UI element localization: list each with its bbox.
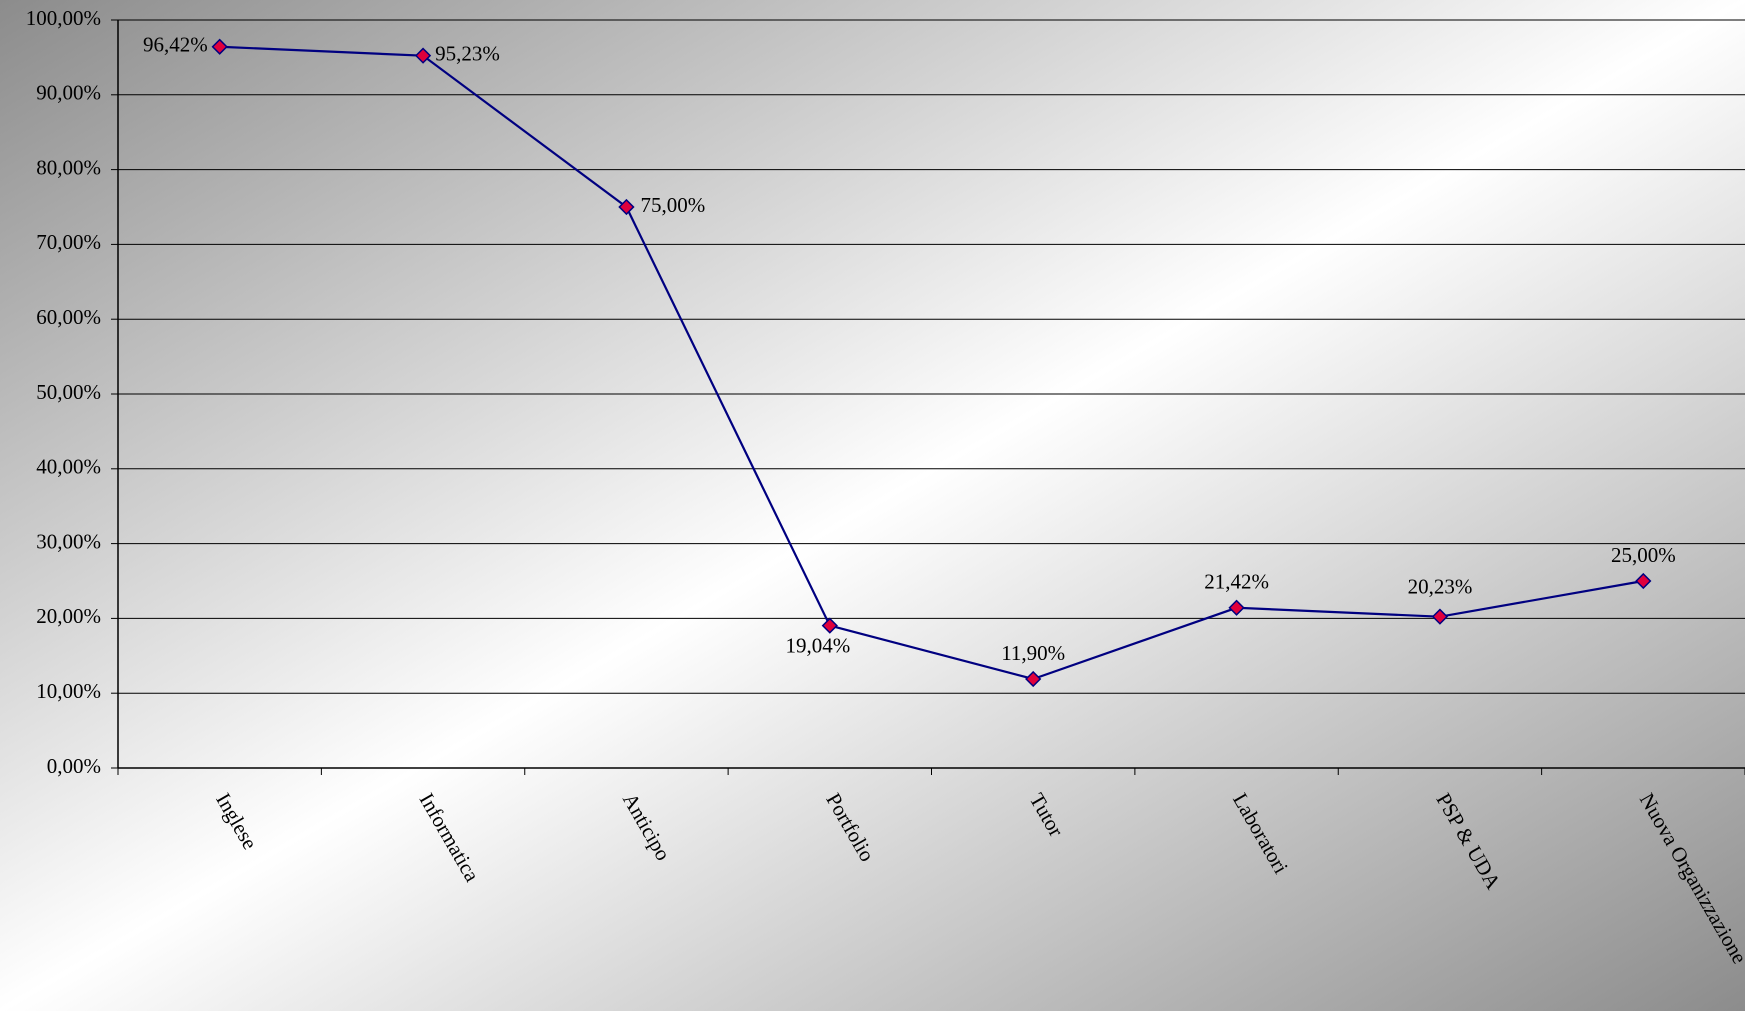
data-label: 20,23% [1408,574,1473,598]
data-label: 75,00% [640,193,705,217]
data-label: 96,42% [143,33,208,57]
data-label: 21,42% [1204,570,1269,594]
y-tick-label: 50,00% [36,380,101,404]
marker [211,38,228,55]
y-tick-label: 60,00% [36,305,101,329]
marker [1431,608,1449,625]
y-tick-label: 80,00% [36,155,101,179]
marker [1025,670,1042,688]
line [219,45,1644,681]
y-tick-label: 20,00% [36,604,101,628]
data-label: 19,04% [785,633,850,657]
data-label: 25,00% [1611,543,1676,567]
y-tick-label: 40,00% [36,455,101,479]
marker [821,617,838,634]
marker [1635,572,1652,590]
y-tick-label: 100,00% [26,6,101,30]
data-label: 11,90% [1001,641,1065,665]
y-tick-label: 10,00% [36,679,101,703]
marker [1228,599,1245,616]
y-tick-label: 0,00% [47,754,101,778]
y-tick-label: 70,00% [36,230,101,254]
marker [618,198,635,216]
marker [414,47,432,64]
data-label: 95,23% [435,41,500,65]
y-tick-label: 30,00% [36,529,101,553]
y-tick-label: 90,00% [36,81,101,105]
